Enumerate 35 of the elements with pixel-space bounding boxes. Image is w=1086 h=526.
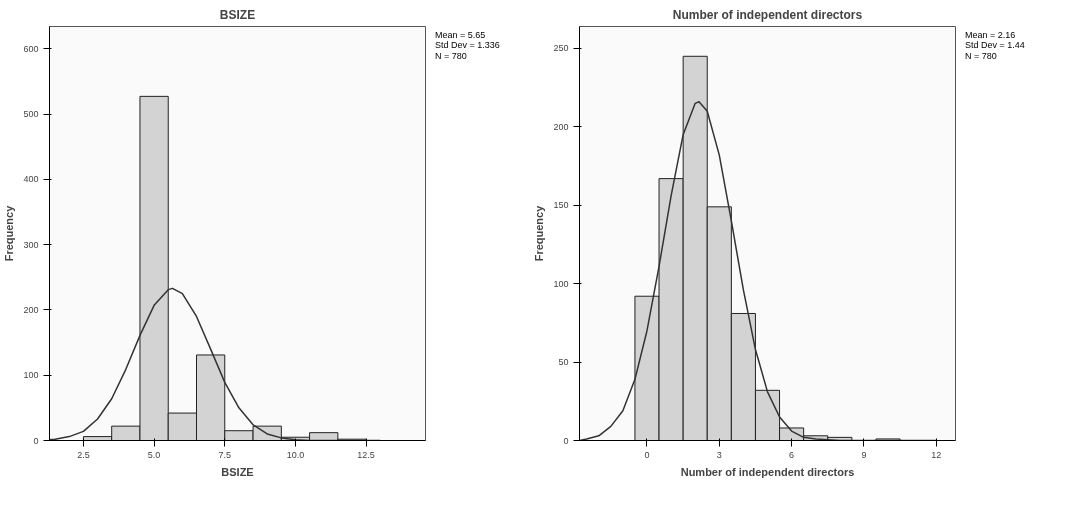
x-tick-label: 3 [716, 449, 722, 460]
y-tick-label: 50 [558, 357, 569, 368]
text: Mean = 5.65 [435, 30, 486, 40]
y-tick-label: 400 [23, 174, 39, 185]
chart-title: Number of independent directors [672, 7, 863, 22]
text: N = 780 [435, 50, 467, 61]
x-tick-label: 6 [789, 449, 795, 460]
x-axis-title: Number of independent directors [680, 465, 855, 478]
chart-title: BSIZE [219, 7, 256, 22]
x-tick-label: 5.0 [147, 449, 161, 460]
y-tick-label: 250 [553, 43, 569, 54]
text: Std Dev = 1.336 [435, 40, 500, 51]
text: Std Dev = 1.44 [965, 40, 1025, 51]
x-tick-label: 12.5 [357, 449, 375, 460]
y-tick-label: 200 [553, 121, 569, 132]
y-tick-label: 0 [563, 435, 569, 446]
x-tick-label: 9 [861, 449, 867, 460]
y-tick-label: 0 [33, 435, 39, 446]
x-tick-label: 10.0 [286, 449, 305, 460]
y-tick-label: 600 [23, 43, 39, 54]
y-tick-label: 150 [553, 200, 569, 211]
text: N = 780 [965, 50, 997, 61]
y-tick-label: 100 [23, 370, 39, 381]
y-axis-title: Frequency [533, 204, 546, 262]
y-tick-label: 500 [23, 109, 39, 119]
x-tick-label: 2.5 [77, 449, 90, 460]
y-axis-title: Frequency [3, 204, 16, 262]
y-tick-label: 300 [23, 239, 39, 250]
x-tick-label: 12 [931, 449, 942, 460]
x-axis-title: BSIZE [221, 465, 254, 478]
y-tick-label: 200 [23, 304, 39, 315]
x-tick-label: 0 [644, 449, 650, 460]
y-tick-label: 100 [553, 278, 569, 289]
text: Mean = 2.16 [965, 30, 1016, 40]
x-tick-label: 7.5 [218, 449, 232, 460]
